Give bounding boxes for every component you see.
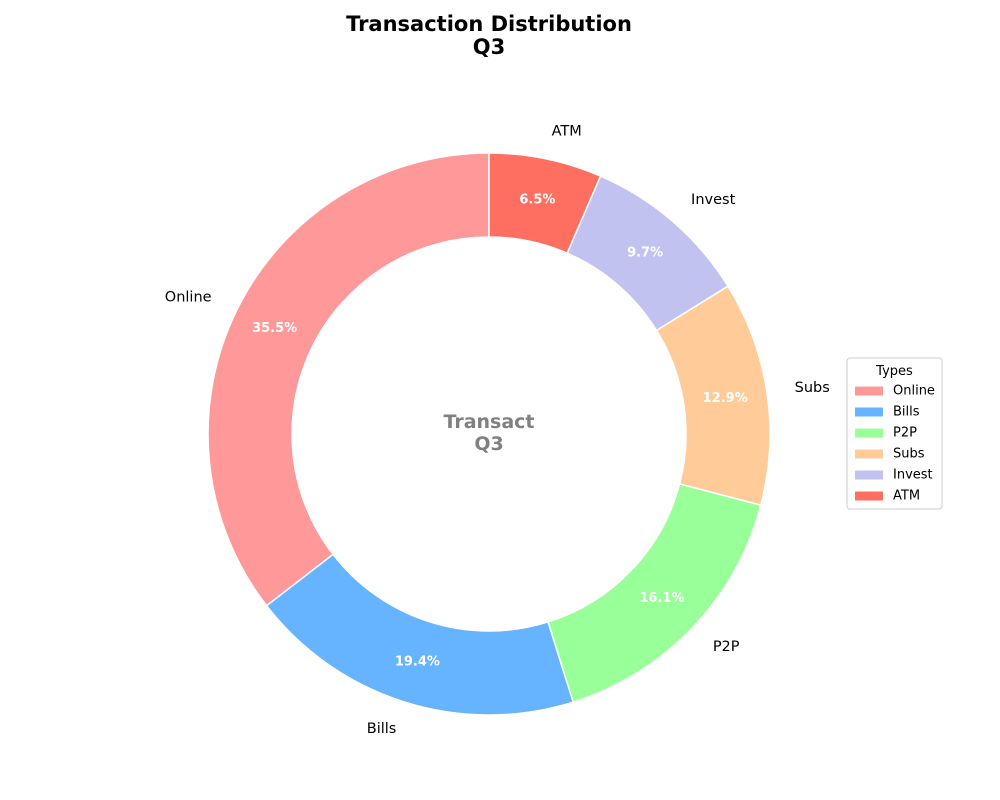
legend-label-atm: ATM (893, 489, 920, 504)
category-label-atm: ATM (552, 123, 582, 139)
slice-bills (265, 553, 575, 716)
legend-swatch-online (855, 386, 883, 396)
category-label-subs: Subs (795, 380, 830, 396)
category-labels-group: Online Bills P2P Subs Invest ATM (165, 123, 830, 737)
legend-swatch-bills (855, 407, 883, 417)
slice-online (207, 152, 490, 607)
category-label-invest: Invest (691, 192, 736, 208)
percentage-labels-group: 35.5% 19.4% 16.1% 12.9% 9.7% 6.5% (252, 193, 748, 670)
legend-label-subs: Subs (893, 447, 925, 462)
pct-label-atm: 6.5% (519, 193, 555, 208)
legend-swatch-subs (855, 449, 883, 459)
category-label-bills: Bills (367, 721, 397, 737)
chart-title: Transaction Distribution (346, 12, 632, 36)
legend-swatch-p2p (855, 428, 883, 438)
pct-label-online: 35.5% (252, 321, 297, 336)
center-label-line1: Transact (443, 411, 534, 433)
category-label-online: Online (165, 290, 212, 306)
slices-group (207, 152, 771, 716)
legend-entries-group: Online Bills P2P Subs Invest ATM (855, 384, 935, 504)
legend-swatch-atm (855, 491, 883, 501)
legend-label-bills: Bills (893, 405, 920, 420)
legend-title: Types (875, 364, 913, 379)
legend: Types Online Bills P2P Subs Invest ATM (846, 357, 943, 510)
pct-label-subs: 12.9% (703, 391, 748, 406)
pct-label-p2p: 16.1% (639, 591, 684, 606)
category-label-p2p: P2P (713, 639, 740, 655)
slice-atm (488, 152, 602, 255)
pct-label-bills: 19.4% (395, 654, 440, 669)
legend-label-invest: Invest (893, 468, 933, 483)
legend-label-online: Online (893, 384, 935, 399)
center-label-line2: Q3 (474, 433, 503, 455)
pct-label-invest: 9.7% (627, 246, 663, 261)
legend-swatch-invest (855, 470, 883, 480)
legend-label-p2p: P2P (893, 426, 917, 441)
chart-subtitle: Q3 (473, 35, 505, 59)
